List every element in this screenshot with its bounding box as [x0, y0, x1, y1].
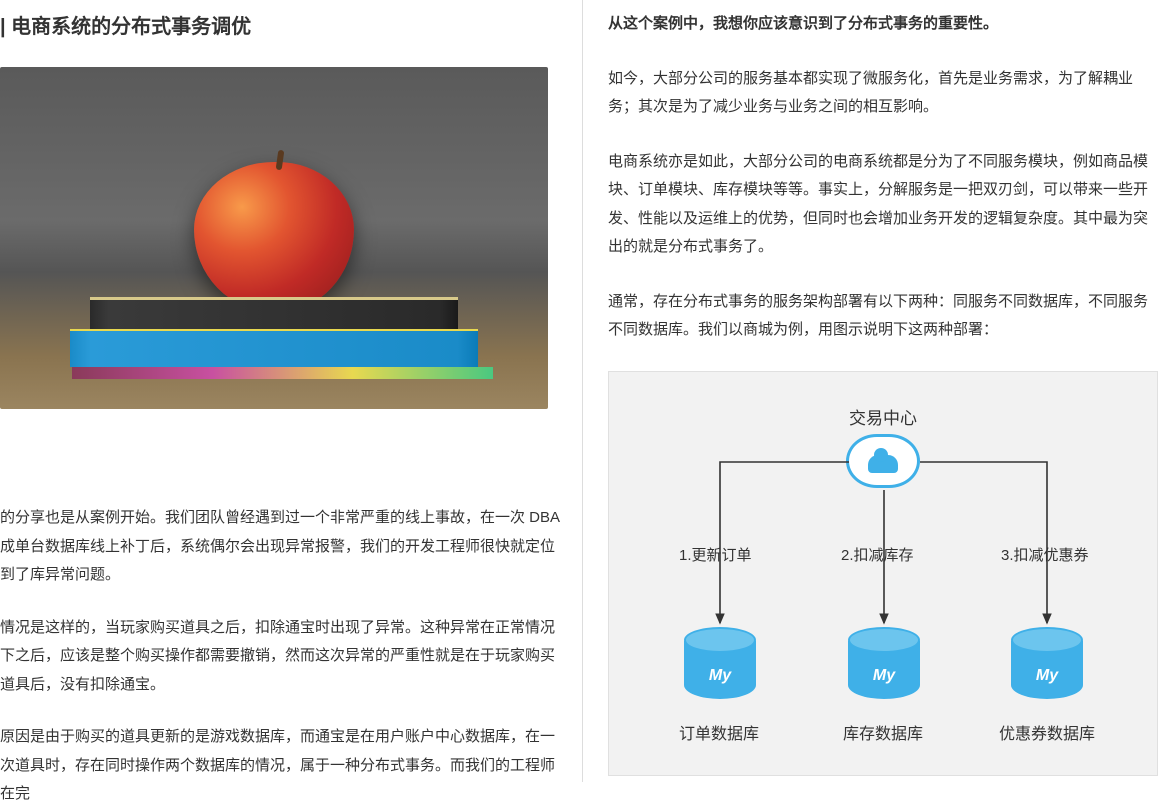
paragraph: 情况是这样的，当玩家购买道具之后，扣除通宝时出现了异常。这种异常在正常情况下之后…	[0, 614, 562, 700]
paragraph-emphasis: 从这个案例中，我想你应该意识到了分布式事务的重要性。	[608, 10, 1158, 39]
db-short-label: My	[848, 667, 920, 685]
diagram-title: 交易中心	[849, 404, 917, 429]
db-label: 订单数据库	[679, 720, 759, 744]
cloud-icon	[868, 449, 898, 473]
edge-label: 2.扣减库存	[841, 544, 914, 565]
paragraph: 通常，存在分布式事务的服务架构部署有以下两种：同服务不同数据库，不同服务不同数据…	[608, 288, 1158, 345]
paragraph: 的分享也是从案例开始。我们团队曾经遇到过一个非常严重的线上事故，在一次 DBA …	[0, 504, 562, 590]
paragraph: 原因是由于购买的道具更新的是游戏数据库，而通宝是在用户账户中心数据库，在一次道具…	[0, 723, 562, 809]
paragraph: 如今，大部分公司的服务基本都实现了微服务化，首先是业务需求，为了解耦业务；其次是…	[608, 65, 1158, 122]
hero-image	[0, 67, 548, 409]
db-label: 库存数据库	[843, 720, 923, 744]
db-short-label: My	[684, 667, 756, 685]
database-node: My	[684, 627, 756, 699]
edge-label: 1.更新订单	[679, 544, 752, 565]
database-node: My	[848, 627, 920, 699]
database-node: My	[1011, 627, 1083, 699]
cloud-node	[846, 434, 920, 488]
edge-label: 3.扣减优惠券	[1001, 544, 1089, 565]
architecture-diagram: 交易中心 1.更新订单 2.扣减库存 3.扣减优惠券	[608, 371, 1158, 776]
db-short-label: My	[1011, 667, 1083, 685]
db-label: 优惠券数据库	[999, 720, 1095, 744]
paragraph: 电商系统亦是如此，大部分公司的电商系统都是分为了不同服务模块，例如商品模块、订单…	[608, 148, 1158, 262]
article-title: | 电商系统的分布式事务调优	[0, 10, 562, 39]
